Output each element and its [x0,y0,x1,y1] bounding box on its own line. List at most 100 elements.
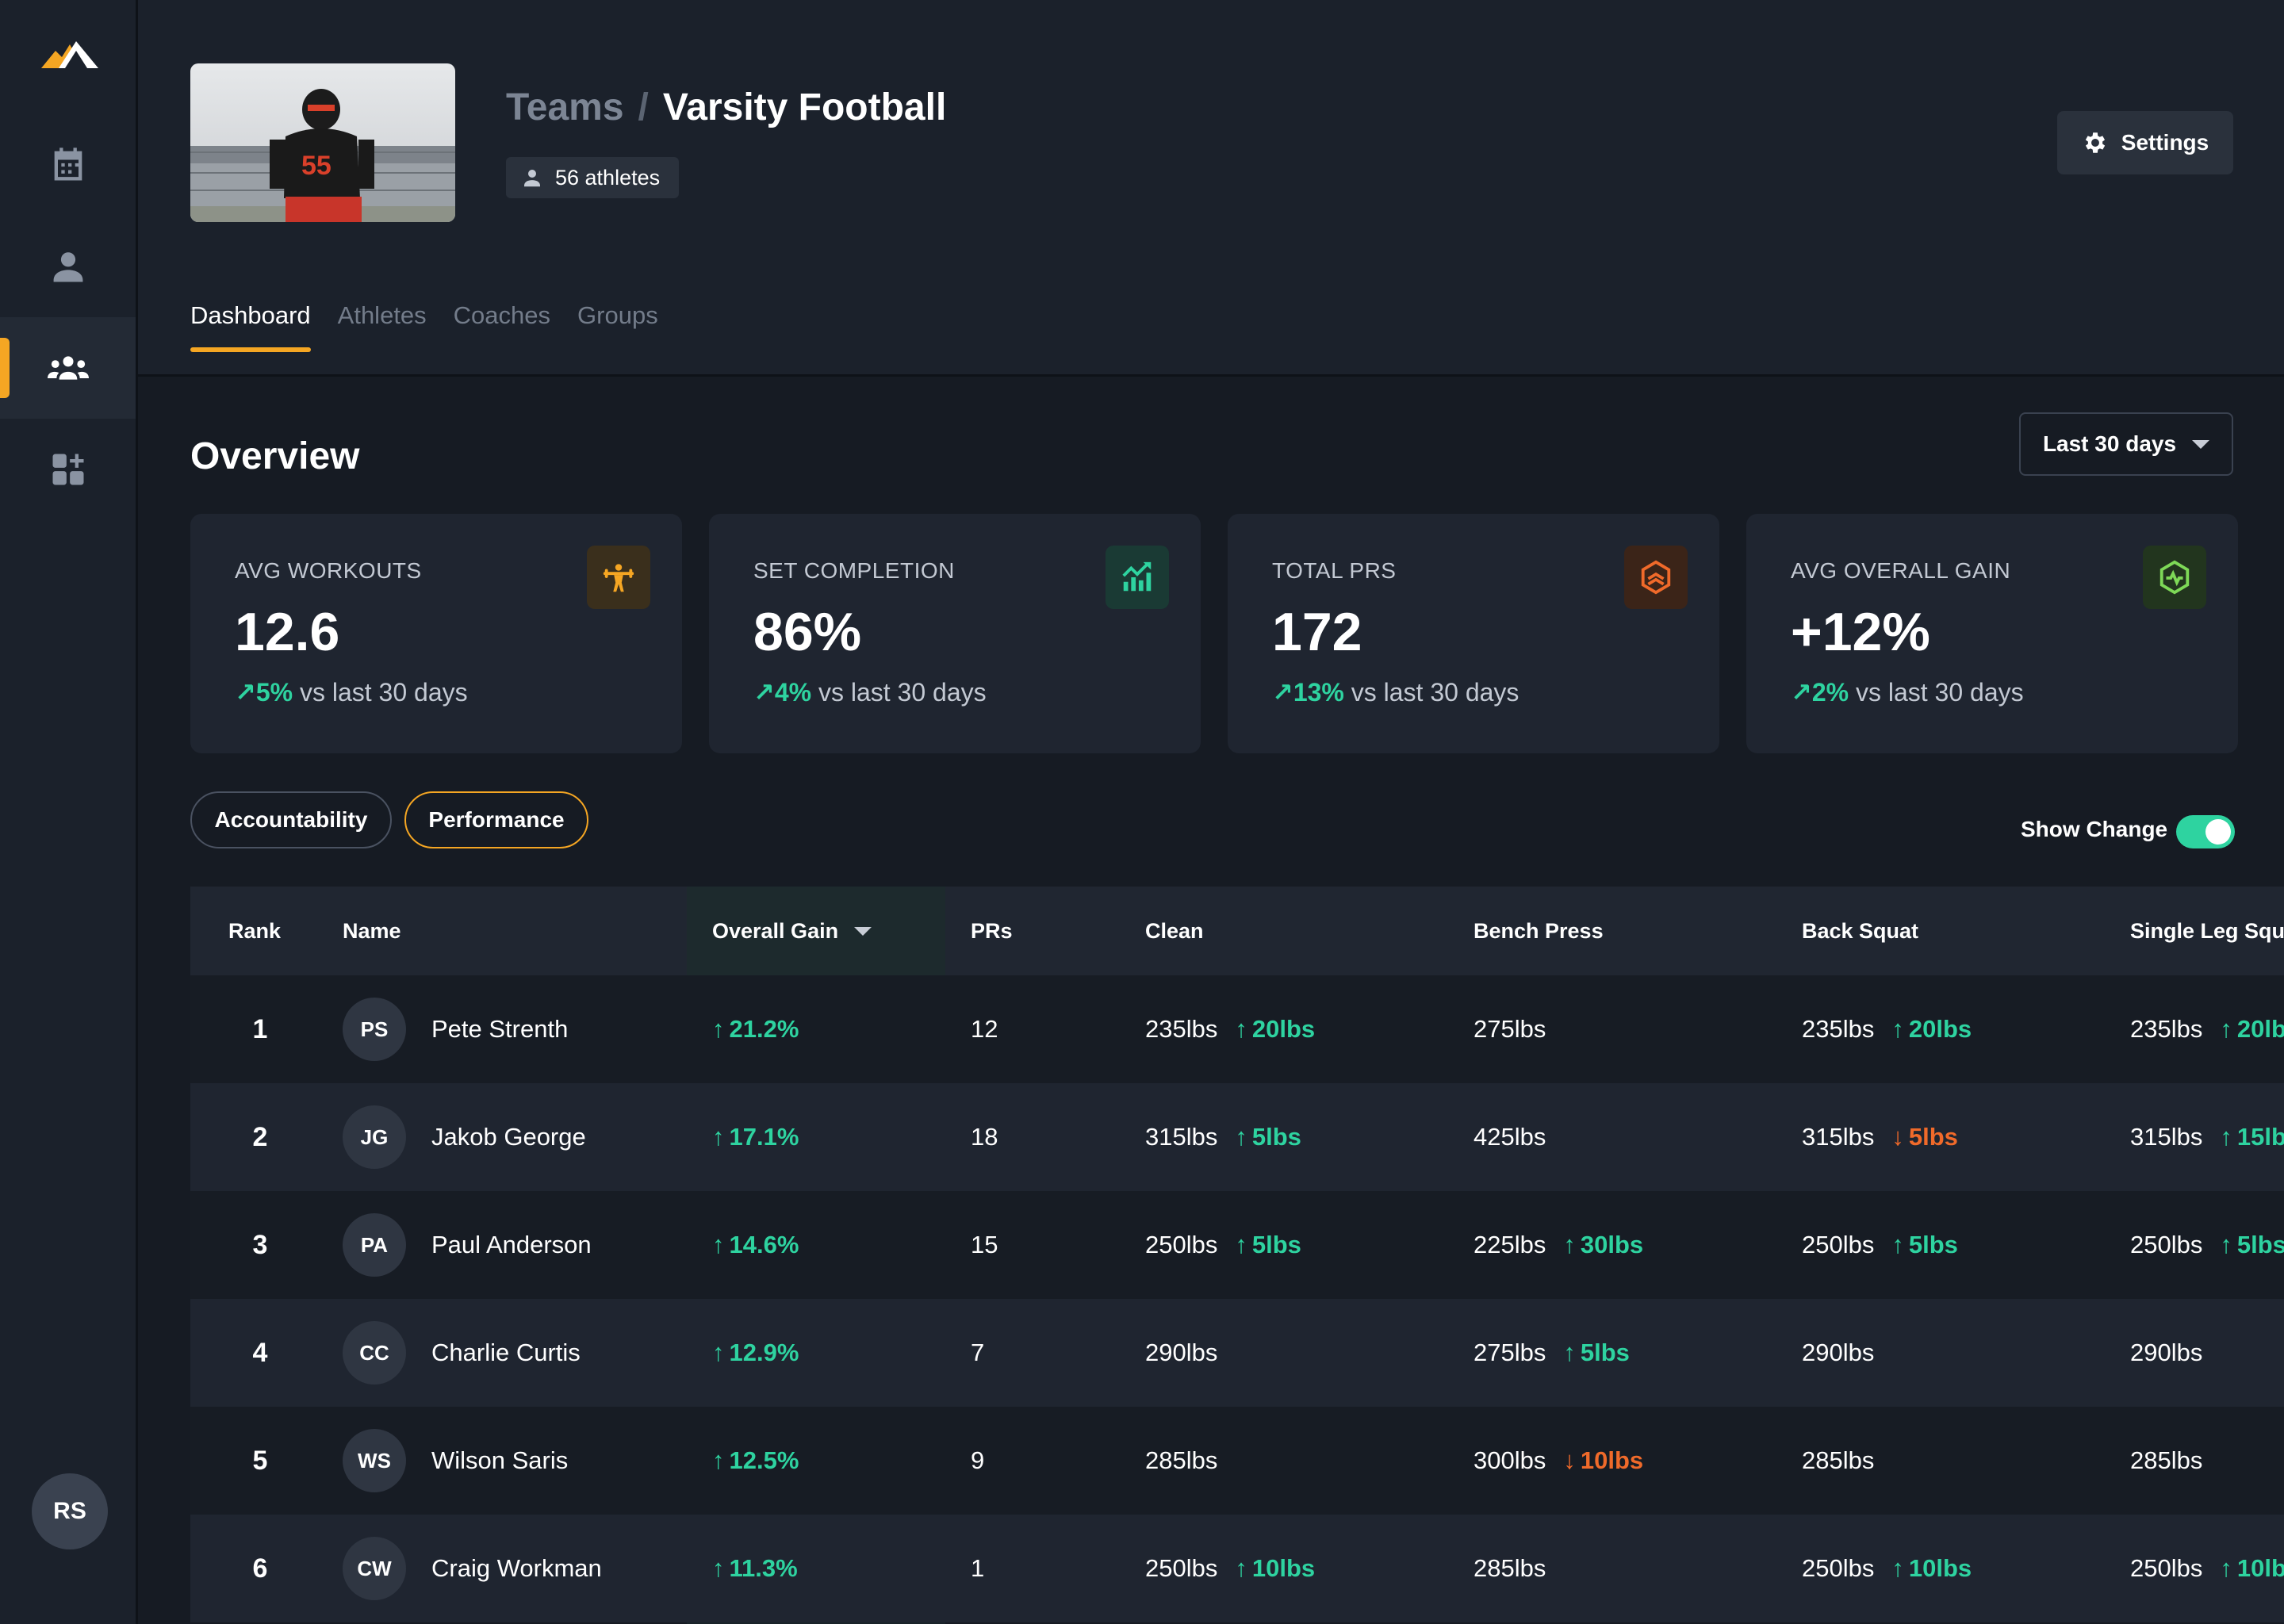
main-content: 55 Teams / Varsity Football 56 athletes Se… [138,0,2284,1624]
back-squat-change: ↓ 5lbs [1891,1123,1958,1151]
overall-gain-value: 12.9% [729,1339,799,1366]
widgets-icon [52,454,83,485]
tab-groups[interactable]: Groups [577,301,658,329]
settings-button[interactable]: Settings [2057,111,2233,174]
nav-widgets[interactable] [0,419,136,520]
clean-value: 290lbs [1145,1339,1218,1366]
trend-up-icon: ↗ [753,678,775,707]
athlete-name[interactable]: Wilson Saris [431,1446,569,1474]
prs-cell: 12 [971,1015,998,1043]
stat-change-suffix: vs last 30 days [299,678,468,707]
chevron-down-icon [2192,439,2210,449]
bench-press-cell: 425lbs [1473,1083,1546,1191]
stat-change-value: 2% [1811,678,1849,707]
arrow-up-icon: ↑ [1235,1123,1247,1151]
back-squat-cell: 235lbs ↑ 20lbs [1802,975,1972,1083]
bench-press-cell: 275lbs [1473,975,1546,1083]
column-header-label: Overall Gain [712,918,839,943]
avatar: WS [343,1429,406,1492]
column-header-name[interactable]: Name [343,918,401,943]
back-squat-change: ↑ 10lbs [1891,1554,1972,1583]
clean-cell: 235lbs ↑ 20lbs [1145,975,1315,1083]
overall-gain-cell: ↑ 12.9% [712,1299,799,1407]
arrow-up-icon: ↑ [1235,1231,1247,1258]
arrow-up-icon: ↑ [2220,1015,2232,1043]
prs-cell: 7 [971,1339,985,1366]
arrow-up-icon: ↑ [712,1231,725,1258]
single-leg-squat-change-value: 20lbs [2236,1015,2284,1043]
column-header-prs[interactable]: PRs [971,918,1013,943]
prs-cell: 1 [971,1554,985,1582]
stat-value: +12% [1791,602,1930,662]
stat-label: AVG WORKOUTS [235,558,422,583]
nav-athlete[interactable] [0,216,136,317]
arrow-up-icon: ↑ [1891,1015,1904,1043]
show-change-switch[interactable] [2176,815,2235,848]
rank-cell: 3 [252,1229,268,1260]
bench-press-cell: 275lbs ↑ 5lbs [1473,1299,1630,1407]
back-squat-value: 290lbs [1802,1339,1875,1366]
back-squat-value: 315lbs [1802,1123,1875,1151]
single-leg-squat-value: 285lbs [2130,1446,2203,1474]
user-avatar[interactable]: RS [32,1473,108,1549]
table-row[interactable]: 2 JG Jakob George ↑ 17.1% 18 315lbs ↑ 5lbs 425lbs… [190,1083,2284,1191]
nav-teams[interactable] [0,317,136,419]
single-leg-squat-cell: 235lbs ↑20lbs [2130,975,2284,1083]
column-header-single-leg-squat[interactable]: Single Leg Squat [2130,918,2284,943]
bench-press-change: ↑ 5lbs [1563,1339,1630,1367]
stat-label: TOTAL PRS [1272,558,1397,583]
column-header-rank[interactable]: Rank [228,918,282,943]
column-header-clean[interactable]: Clean [1145,918,1204,943]
date-range-select[interactable]: Last 30 days [2019,412,2233,476]
stat-value: 86% [753,602,862,662]
stat-change-suffix: vs last 30 days [1351,678,1519,707]
prs-cell: 18 [971,1123,998,1151]
overall-gain-value: 11.3% [729,1554,798,1582]
single-leg-squat-change-value: 10lbs [2236,1554,2284,1582]
rank-cell: 4 [252,1337,268,1368]
athlete-name[interactable]: Craig Workman [431,1554,602,1582]
column-header-bench-press[interactable]: Bench Press [1473,918,1604,943]
bench-press-value: 285lbs [1473,1554,1546,1582]
date-range-value: Last 30 days [2042,431,2177,456]
team-tabs: Dashboard Athletes Coaches Groups [190,301,658,352]
column-header-overall-gain[interactable]: Overall Gain [687,887,945,975]
tab-dashboard[interactable]: Dashboard [190,301,311,352]
bench-press-change-value: 5lbs [1580,1339,1630,1366]
bench-press-value: 300lbs [1473,1446,1546,1474]
athlete-name[interactable]: Charlie Curtis [431,1339,581,1366]
athlete-name[interactable]: Pete Strenth [431,1015,569,1043]
weightlifter-icon [587,546,650,609]
nav-calendar[interactable] [0,114,136,216]
single-leg-squat-change: ↑15lbs [2220,1123,2284,1151]
table-row[interactable]: 6 CW Craig Workman ↑ 11.3% 1 250lbs ↑ 10lbs 285lb… [190,1515,2284,1622]
single-leg-squat-value: 290lbs [2130,1339,2203,1366]
tab-athletes[interactable]: Athletes [337,301,427,329]
arrow-up-icon: ↑ [1563,1339,1576,1366]
breadcrumb-teams-link[interactable]: Teams [506,86,624,128]
tab-coaches[interactable]: Coaches [453,301,551,329]
bench-press-change: ↑ 30lbs [1563,1231,1643,1259]
accountability-toggle[interactable]: Accountability [190,791,392,848]
stat-change-value: 13% [1293,678,1344,707]
table-row[interactable]: 1 PS Pete Strenth ↑ 21.2% 12 235lbs ↑ 20lbs 275lb… [190,975,2284,1083]
avatar-cell: PA [343,1191,406,1299]
athlete-name[interactable]: Jakob George [431,1123,586,1151]
stat-card-total-prs: TOTAL PRS 172 ↗13% vs last 30 days [1228,514,1719,753]
overall-gain-value: 14.6% [729,1231,799,1258]
avatar: JG [343,1105,406,1169]
performance-toggle[interactable]: Performance [404,791,588,848]
breadcrumb-separator: / [638,86,649,128]
clean-cell: 290lbs [1145,1299,1217,1407]
athlete-name[interactable]: Paul Anderson [431,1231,592,1258]
bench-press-value: 275lbs [1473,1015,1546,1043]
table-row[interactable]: 3 PA Paul Anderson ↑ 14.6% 15 250lbs ↑ 5lbs 225lb… [190,1191,2284,1299]
clean-change: ↑ 20lbs [1235,1015,1315,1044]
table-row[interactable]: 4 CC Charlie Curtis ↑ 12.9% 7 290lbs 275lbs ↑ 5lb… [190,1299,2284,1407]
overall-gain-cell: ↑ 14.6% [712,1191,799,1299]
logo-icon[interactable] [41,36,98,73]
table-row[interactable]: 5 WS Wilson Saris ↑ 12.5% 9 285lbs 300lbs ↓ 10lbs… [190,1407,2284,1515]
column-header-back-squat[interactable]: Back Squat [1802,918,1919,943]
avatar-cell: JG [343,1083,406,1191]
user-icon [53,252,82,282]
